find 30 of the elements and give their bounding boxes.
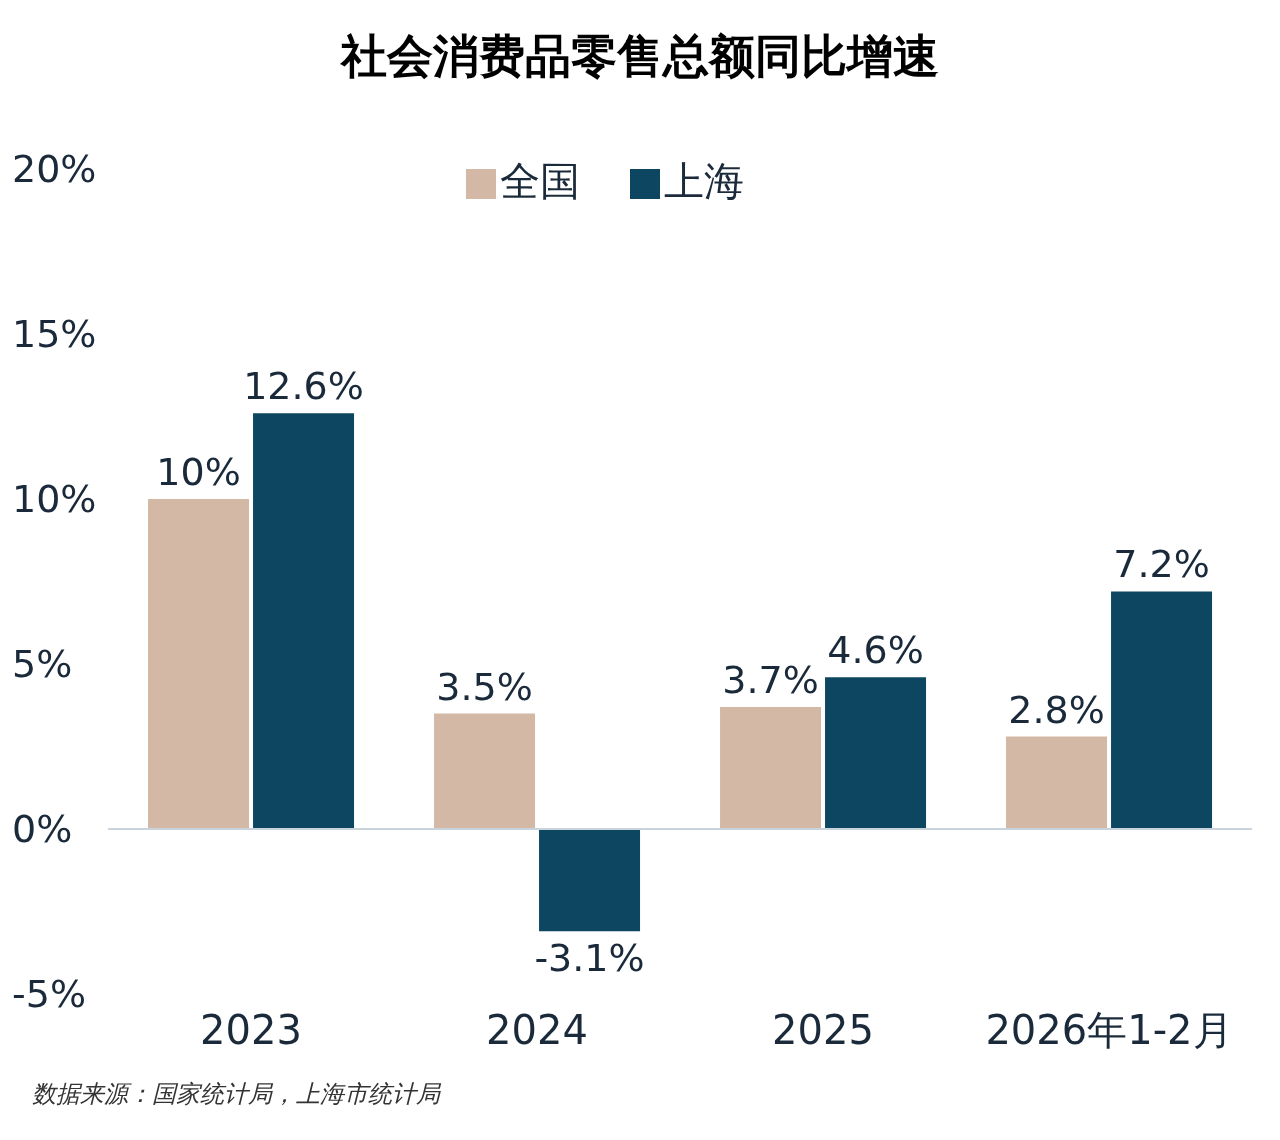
data-label: 2.8%	[1008, 687, 1105, 732]
bar	[1006, 736, 1108, 829]
y-tick-label: 20%	[12, 147, 97, 192]
source-note: 数据来源：国家统计局，上海市统计局	[31, 1079, 442, 1110]
x-tick-label: 2026年1-2月	[985, 1007, 1233, 1054]
legend-label: 全国	[500, 158, 580, 204]
y-tick-label: 0%	[12, 807, 73, 852]
bar	[148, 499, 250, 829]
data-label: 3.7%	[722, 657, 819, 702]
bar	[720, 706, 822, 829]
legend-label: 上海	[664, 158, 744, 204]
chart-title: 社会消费品零售总额同比增速	[339, 28, 940, 85]
data-label: 10%	[156, 450, 241, 494]
data-label: 12.6%	[243, 364, 364, 409]
x-tick-label: 2023	[200, 1007, 302, 1054]
bar	[539, 829, 641, 932]
data-label: 7.2%	[1113, 542, 1210, 587]
bar	[825, 677, 927, 829]
data-label: 3.5%	[436, 664, 533, 709]
y-tick-label: 5%	[12, 642, 73, 687]
y-tick-label: 15%	[12, 312, 97, 357]
y-tick-label: 10%	[12, 477, 97, 522]
bar	[1111, 591, 1213, 829]
bar	[434, 713, 536, 829]
data-label: -3.1%	[534, 936, 645, 981]
data-label: 4.6%	[827, 628, 924, 673]
x-tick-label: 2024	[486, 1007, 588, 1054]
x-tick-label: 2025	[772, 1007, 874, 1054]
bar	[253, 413, 355, 829]
y-tick-label: -5%	[12, 972, 86, 1017]
